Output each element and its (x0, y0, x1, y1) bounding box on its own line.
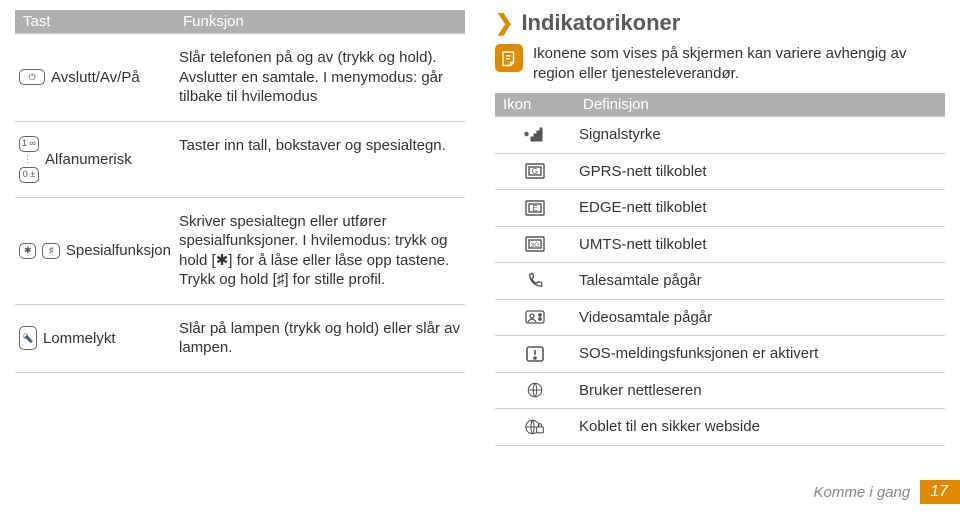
table-row: E EDGE-nett tilkoblet (495, 189, 945, 226)
key-desc: Skriver spesialtegn eller utfører spesia… (175, 198, 465, 304)
table-header: Ikon Definisjon (495, 93, 945, 116)
flashlight-key-icon: 🔦 (19, 326, 37, 350)
table-row: G GPRS-nett tilkoblet (495, 153, 945, 190)
key-label: Lommelykt (43, 330, 116, 347)
col-header-def: Definisjon (575, 93, 945, 116)
col-header-key: Tast (15, 10, 175, 33)
indicator-def: Bruker nettleseren (575, 373, 945, 409)
key-label: Avslutt/Av/På (51, 69, 140, 86)
section-heading: ❯ Indikatorikoner (495, 10, 945, 36)
indicator-def: Videosamtale pågår (575, 300, 945, 336)
indicator-def: UMTS-nett tilkoblet (575, 227, 945, 263)
indicator-table: Ikon Definisjon Signalstyrke G GPRS-nett… (495, 93, 945, 446)
table-row: ⏻ Avslutt/Av/På Slår telefonen på og av … (15, 33, 465, 121)
key-desc: Slår telefonen på og av (trykk og hold).… (175, 34, 465, 121)
table-row: SOS-meldingsfunksjonen er aktivert (495, 335, 945, 372)
page-footer: Komme i gang 17 (813, 480, 960, 504)
table-row: Signalstyrke (495, 116, 945, 153)
indicator-def: GPRS-nett tilkoblet (575, 154, 945, 190)
star-key-icon: ✱ (19, 243, 36, 259)
table-row: Koblet til en sikker webside (495, 408, 945, 445)
note-icon (495, 44, 523, 72)
footer-section-label: Komme i gang (813, 484, 920, 501)
sos-icon (523, 345, 547, 363)
table-row: ✱ ♯ Spesialfunksjon Skriver spesialtegn … (15, 197, 465, 304)
table-row: Videosamtale pågår (495, 299, 945, 336)
svg-text:E: E (532, 204, 537, 213)
table-row: Bruker nettleseren (495, 372, 945, 409)
callout-text: Ikonene som vises på skjermen kan varier… (533, 44, 945, 83)
col-header-icon: Ikon (495, 93, 575, 116)
chevron-icon: ❯ (495, 10, 513, 36)
indicator-def: SOS-meldingsfunksjonen er aktivert (575, 336, 945, 372)
browser-icon (523, 381, 547, 399)
section-title: Indikatorikoner (521, 10, 680, 36)
hash-key-icon: ♯ (42, 243, 59, 259)
keys-table: Tast Funksjon ⏻ Avslutt/Av/På Slår telef… (0, 10, 480, 512)
signal-icon (523, 126, 547, 144)
table-row: 1 ∞ ⋮ 0 ± Alfanumerisk Taster inn tall, … (15, 121, 465, 197)
table-row: Talesamtale pågår (495, 262, 945, 299)
key-label: Spesialfunksjon (66, 242, 171, 259)
svg-text:G: G (532, 167, 538, 176)
key-desc: Slår på lampen (trykk og hold) eller slå… (175, 305, 465, 372)
video-call-icon (523, 308, 547, 326)
power-key-icon: ⏻ (19, 69, 45, 85)
gprs-icon: G (523, 162, 547, 180)
indicator-def: Talesamtale pågår (575, 263, 945, 299)
col-header-func: Funksjon (175, 10, 465, 33)
edge-icon: E (523, 199, 547, 217)
page-number: 17 (920, 480, 960, 504)
indicator-def: Koblet til en sikker webside (575, 409, 945, 445)
table-header: Tast Funksjon (15, 10, 465, 33)
table-row: 3G UMTS-nett tilkoblet (495, 226, 945, 263)
call-icon (523, 272, 547, 290)
key-desc: Taster inn tall, bokstaver og spesialteg… (175, 122, 465, 197)
indicator-def: EDGE-nett tilkoblet (575, 190, 945, 226)
table-row: 🔦 Lommelykt Slår på lampen (trykk og hol… (15, 304, 465, 372)
alphanumeric-keys-icon: 1 ∞ ⋮ 0 ± (19, 136, 39, 183)
info-callout: Ikonene som vises på skjermen kan varier… (495, 44, 945, 83)
indicator-def: Signalstyrke (575, 117, 945, 153)
umts-icon: 3G (523, 235, 547, 253)
svg-text:3G: 3G (531, 242, 540, 249)
secure-web-icon (523, 418, 547, 436)
key-label: Alfanumerisk (45, 151, 132, 168)
